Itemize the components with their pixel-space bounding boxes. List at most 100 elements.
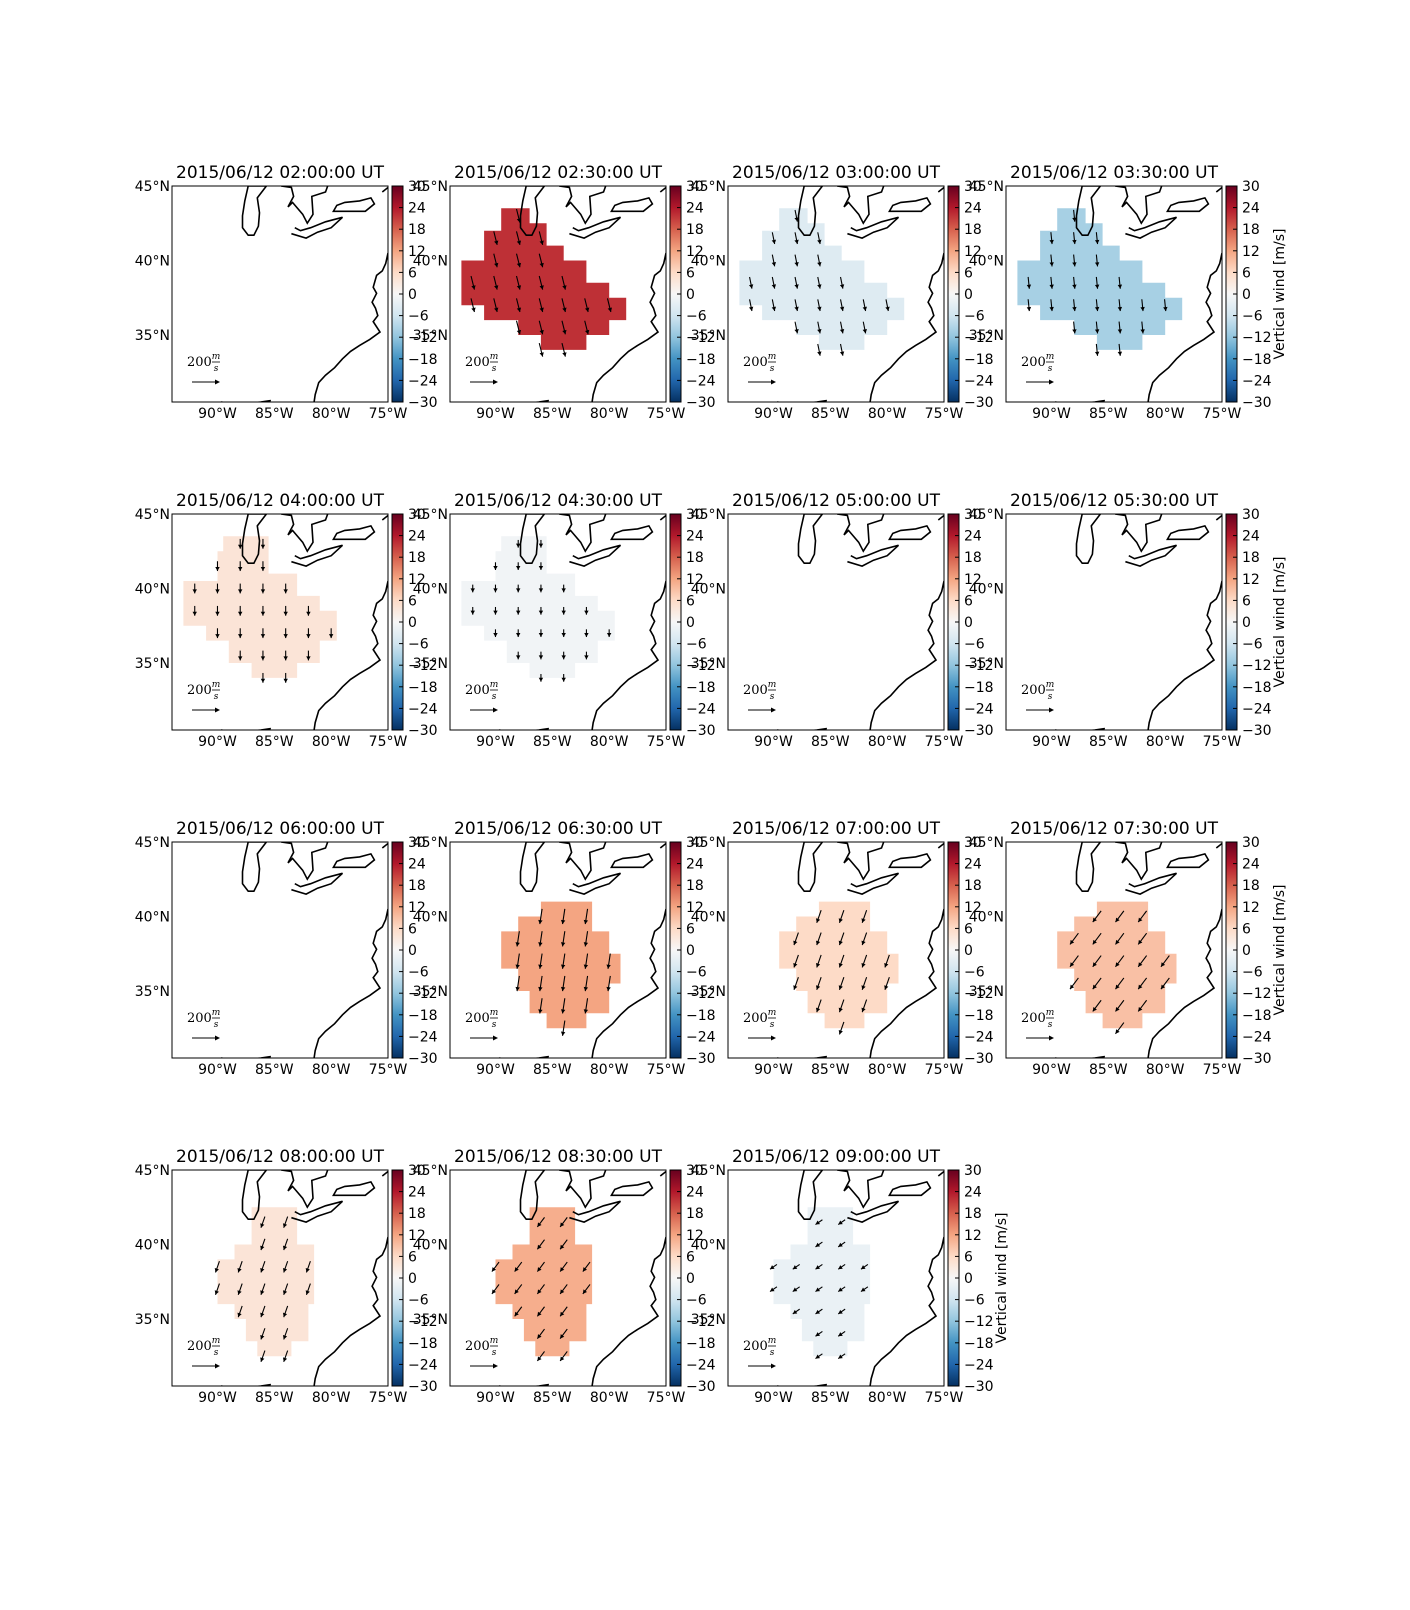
colorbar-tick-label: 12 <box>964 1228 982 1244</box>
y-tick-label: 40°N <box>135 253 170 269</box>
coastline-stlaw <box>937 514 944 521</box>
colorbar-tick-label: −24 <box>964 1029 994 1045</box>
panel-title: 2015/06/12 06:00:00 UT <box>176 819 385 839</box>
colorbar-tick-label: 30 <box>408 179 426 195</box>
y-tick-label: 45°N <box>969 835 1004 851</box>
wind-arrow-head <box>794 217 799 222</box>
panel-title: 2015/06/12 08:30:00 UT <box>454 1147 663 1167</box>
wind-arrow-head <box>585 307 590 312</box>
wind-arrow-head <box>260 1290 265 1295</box>
coastline-erie <box>569 216 622 239</box>
y-tick-label: 40°N <box>413 909 448 925</box>
wind-arrow-head <box>471 285 476 290</box>
quiver-key-arrow-head <box>215 1363 220 1369</box>
colorbar-tick-label: −24 <box>408 373 438 389</box>
wind-arrow-head <box>260 1245 265 1251</box>
wind-arrow-head <box>838 1220 843 1225</box>
colorbar-tick-label: 30 <box>686 507 704 523</box>
colorbar-tick-label: −30 <box>964 395 994 411</box>
wind-arrow-head <box>1163 306 1168 312</box>
wind-arrow-head <box>815 1265 821 1270</box>
quiver-key: 200 ms <box>743 1336 776 1369</box>
coastline-stlaw <box>659 1170 666 1177</box>
wind-arrow-head <box>1092 984 1097 990</box>
wind-arrow-head <box>515 942 520 947</box>
wind-arrow-head <box>606 633 612 638</box>
panel-title: 2015/06/12 06:30:00 UT <box>454 819 663 839</box>
quiver-key-unit-den: s <box>1048 1020 1053 1030</box>
coastline-huron <box>558 1170 607 1209</box>
x-tick-label: 80°W <box>312 1062 351 1078</box>
coastline-coast <box>869 1236 944 1386</box>
wind-arrow-head <box>537 1289 542 1294</box>
panel-12: 2015/06/12 07:30:00 UT 200 ms 90°W 85°W 80°W 7… <box>969 819 1288 1078</box>
quiver-key-unit-num: m <box>1046 352 1055 362</box>
wind-arrow-head <box>794 239 799 244</box>
y-tick-label: 40°N <box>135 1237 170 1253</box>
wind-arrow-head <box>328 634 334 639</box>
colorbar-tick-label: 30 <box>964 835 982 851</box>
x-tick-label: 85°W <box>811 734 850 750</box>
wind-arrow-head <box>560 1031 566 1036</box>
y-tick-label: 35°N <box>135 1312 170 1328</box>
coastline-coast <box>591 252 666 402</box>
wind-arrow-head <box>583 919 589 925</box>
wind-arrow-head <box>283 678 288 683</box>
wind-arrow-head <box>538 565 544 570</box>
quiver-key-value: 200 <box>1021 1011 1046 1026</box>
colorbar-tick-label: −6 <box>1242 637 1263 653</box>
colorbar-tick-label: −24 <box>964 701 994 717</box>
wind-arrow-head <box>560 1356 565 1361</box>
coastline-coast <box>869 252 944 402</box>
colorbar-tick-label: −18 <box>408 1008 438 1024</box>
quiver-key-unit-num: m <box>212 680 221 690</box>
wind-arrow-head <box>1092 962 1097 967</box>
quiver-key-unit-den: s <box>214 692 219 702</box>
wind-arrow-head <box>770 1287 775 1292</box>
panel-title: 2015/06/12 03:30:00 UT <box>1010 163 1219 183</box>
colorbar-tick-label: −12 <box>408 1314 438 1330</box>
x-tick-label: 90°W <box>198 1390 237 1406</box>
coastline-michigan <box>519 842 546 892</box>
wind-arrow-head <box>516 218 522 223</box>
x-tick-label: 85°W <box>811 406 850 422</box>
wind-arrow-head <box>494 285 499 290</box>
quiver-key-unit-den: s <box>492 1348 497 1358</box>
wind-arrow-head <box>1094 239 1100 245</box>
y-tick-label: 45°N <box>413 1163 448 1179</box>
x-tick-label: 90°W <box>1032 1062 1071 1078</box>
wind-arrow-head <box>560 1009 566 1014</box>
quiver-key: 200 ms <box>187 352 220 385</box>
quiver-key: 200 ms <box>743 1008 776 1041</box>
wind-arrow-head <box>260 634 266 639</box>
quiver-key-value: 200 <box>187 683 212 698</box>
coastline-michigan <box>797 1170 824 1220</box>
quiver-key-value: 200 <box>743 1011 768 1026</box>
wind-arrow-head <box>861 1007 866 1013</box>
coastline-erie <box>847 544 900 567</box>
wind-arrow-head <box>815 940 821 946</box>
colorbar-tick-label: 0 <box>964 943 973 959</box>
wind-arrow-head <box>238 544 243 549</box>
wind-arrow-head <box>794 284 799 289</box>
coastline-coast <box>313 252 388 402</box>
wind-region <box>495 1207 593 1357</box>
x-tick-label: 80°W <box>868 1390 907 1406</box>
colorbar-tick-label: 24 <box>408 857 426 873</box>
quiver-key-unit-num: m <box>1046 680 1055 690</box>
wind-arrow-head <box>538 610 544 615</box>
y-tick-label: 35°N <box>691 1312 726 1328</box>
colorbar-tick-label: 18 <box>408 878 426 894</box>
colorbar-tick-label: −12 <box>408 330 438 346</box>
y-tick-label: 35°N <box>413 1312 448 1328</box>
panel-plot-area <box>769 1170 944 1386</box>
wind-arrow-head <box>815 1309 821 1314</box>
y-tick-label: 35°N <box>691 984 726 1000</box>
wind-arrow-head <box>817 261 822 267</box>
wind-arrow-head <box>838 1007 843 1013</box>
colorbar-tick-label: 12 <box>964 572 982 588</box>
colorbar-tick-label: −24 <box>964 1357 994 1373</box>
colorbar-tick-label: −12 <box>964 330 994 346</box>
coastline-huron <box>558 514 607 553</box>
colorbar-tick-label: 0 <box>686 287 695 303</box>
